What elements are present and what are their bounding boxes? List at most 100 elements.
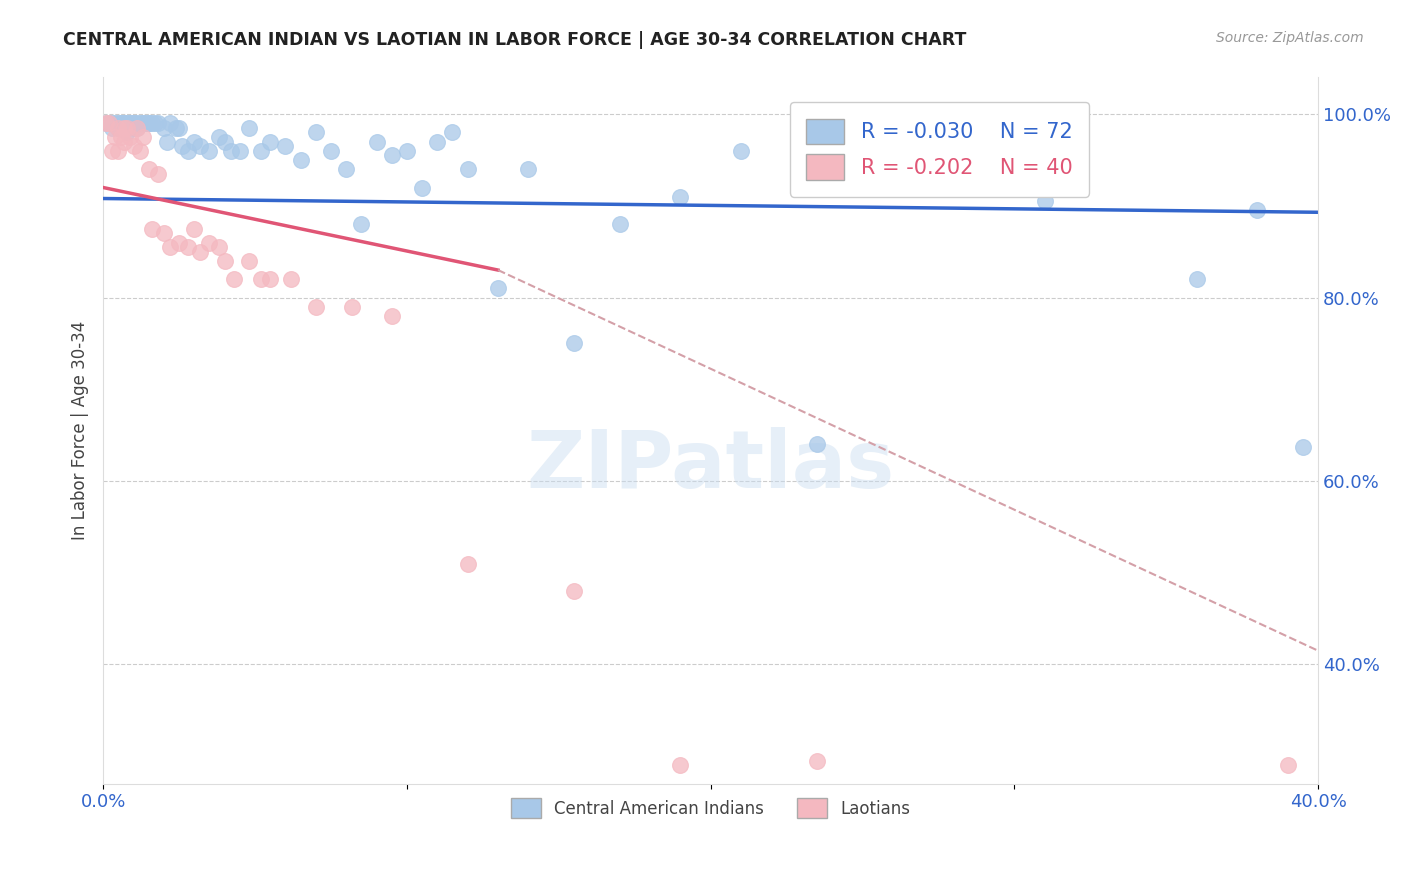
Point (562, 336, 585, 351)
Point (250, 144, 273, 158)
Text: Source: ZipAtlas.com: Source: ZipAtlas.com (1216, 31, 1364, 45)
Point (131, 116, 153, 130)
Point (177, 144, 200, 158)
Point (96, 116, 118, 130)
Point (177, 240, 200, 254)
Point (882, 135, 904, 149)
Point (183, 135, 205, 149)
Point (112, 116, 135, 130)
Point (319, 144, 342, 158)
Point (207, 240, 229, 254)
Point (122, 139, 145, 153)
Point (159, 116, 181, 130)
Point (806, 437, 828, 451)
Point (131, 130, 153, 145)
Point (159, 240, 181, 254)
Point (259, 272, 281, 286)
Point (167, 235, 190, 250)
Point (101, 116, 124, 130)
Point (305, 300, 328, 314)
Point (517, 162, 540, 177)
Point (222, 272, 245, 286)
Point (1246, 203, 1268, 218)
Point (120, 116, 142, 130)
Point (457, 557, 479, 571)
Point (457, 162, 479, 177)
Point (143, 116, 166, 130)
Point (426, 135, 449, 149)
Point (138, 116, 160, 130)
Point (669, 758, 692, 772)
Text: ZIPatlas: ZIPatlas (526, 427, 894, 505)
Point (1292, 440, 1315, 454)
Legend: Central American Indians, Laotians: Central American Indians, Laotians (503, 791, 917, 825)
Point (96, 116, 118, 130)
Point (112, 135, 135, 149)
Point (381, 309, 404, 323)
Point (120, 130, 142, 145)
Point (562, 584, 585, 599)
Point (107, 120, 129, 135)
Point (117, 116, 139, 130)
Point (259, 135, 281, 149)
Point (198, 235, 221, 250)
Point (98, 116, 121, 130)
Point (125, 120, 148, 135)
Point (112, 120, 135, 135)
Point (290, 153, 312, 167)
Point (138, 116, 160, 130)
Point (188, 139, 211, 153)
Point (214, 253, 236, 268)
Point (238, 253, 260, 268)
Point (165, 120, 187, 135)
Point (1185, 272, 1208, 286)
Point (128, 144, 150, 158)
Point (381, 148, 404, 162)
Point (107, 116, 129, 130)
Point (167, 120, 190, 135)
Point (120, 116, 142, 130)
Point (110, 130, 132, 145)
Point (141, 221, 163, 235)
Point (342, 300, 364, 314)
Point (214, 135, 236, 149)
Point (122, 116, 145, 130)
Point (153, 227, 176, 241)
Point (122, 120, 145, 135)
Point (128, 116, 150, 130)
Y-axis label: In Labor Force | Age 30-34: In Labor Force | Age 30-34 (72, 321, 89, 541)
Point (188, 244, 211, 259)
Point (350, 217, 373, 231)
Point (441, 126, 464, 140)
Point (125, 120, 148, 135)
Point (730, 144, 752, 158)
Point (138, 162, 160, 177)
Point (101, 120, 124, 135)
Point (305, 126, 328, 140)
Point (107, 120, 129, 135)
Point (335, 162, 357, 177)
Point (274, 139, 297, 153)
Point (131, 116, 153, 130)
Point (238, 120, 260, 135)
Point (183, 221, 205, 235)
Point (153, 120, 176, 135)
Point (806, 754, 828, 768)
Point (366, 135, 388, 149)
Point (104, 130, 127, 145)
Point (609, 217, 631, 231)
Point (98, 116, 121, 130)
Point (198, 144, 221, 158)
Point (122, 116, 145, 130)
Point (117, 126, 139, 140)
Point (172, 139, 194, 153)
Point (135, 116, 157, 130)
Point (110, 116, 132, 130)
Point (207, 130, 229, 145)
Point (1033, 194, 1056, 209)
Point (117, 120, 139, 135)
Point (110, 116, 132, 130)
Point (280, 272, 302, 286)
Point (411, 180, 433, 194)
Point (229, 144, 252, 158)
